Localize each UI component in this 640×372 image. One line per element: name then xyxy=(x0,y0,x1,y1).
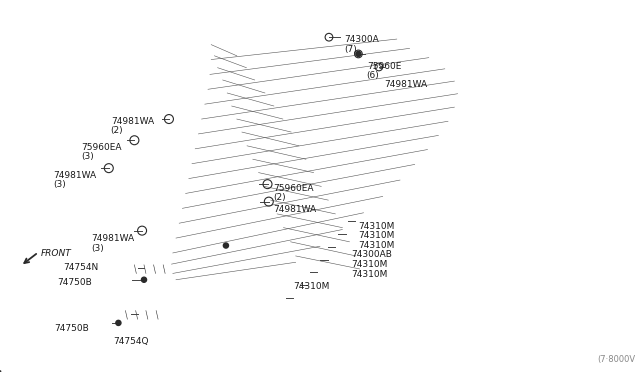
Text: 74750B: 74750B xyxy=(54,324,89,333)
Text: 75960EA: 75960EA xyxy=(81,143,122,152)
Text: 74754N: 74754N xyxy=(63,263,98,272)
Circle shape xyxy=(223,243,228,248)
Text: 75960EA: 75960EA xyxy=(273,184,314,193)
Text: 74310M: 74310M xyxy=(293,282,330,291)
Text: 74310M: 74310M xyxy=(351,260,387,269)
Text: 74300A: 74300A xyxy=(344,35,379,44)
Text: 75960E: 75960E xyxy=(367,62,401,71)
Text: 74981WA: 74981WA xyxy=(53,171,96,180)
Text: 74981WA: 74981WA xyxy=(91,234,134,243)
Text: 74754Q: 74754Q xyxy=(113,337,148,346)
Text: 74981WA: 74981WA xyxy=(384,80,427,89)
Text: (3): (3) xyxy=(53,180,66,189)
Text: 74981WA: 74981WA xyxy=(273,205,316,214)
Text: (2): (2) xyxy=(273,193,286,202)
Text: (3): (3) xyxy=(91,244,104,253)
Text: (3): (3) xyxy=(81,153,94,161)
Text: 74300AB: 74300AB xyxy=(351,250,392,259)
Text: 74981WA: 74981WA xyxy=(111,117,154,126)
Text: 74310M: 74310M xyxy=(351,270,387,279)
Text: 74310M: 74310M xyxy=(358,222,395,231)
Text: 74310M: 74310M xyxy=(358,231,395,240)
Text: (7): (7) xyxy=(344,45,357,54)
Text: (6): (6) xyxy=(367,71,380,80)
Text: (7·8000V: (7·8000V xyxy=(597,355,635,364)
Text: 74310M: 74310M xyxy=(358,241,395,250)
Text: 74750B: 74750B xyxy=(58,278,92,287)
Text: FRONT: FRONT xyxy=(41,249,72,258)
Text: (2): (2) xyxy=(111,126,124,135)
Circle shape xyxy=(356,51,361,57)
Circle shape xyxy=(141,277,147,282)
Circle shape xyxy=(116,320,121,326)
